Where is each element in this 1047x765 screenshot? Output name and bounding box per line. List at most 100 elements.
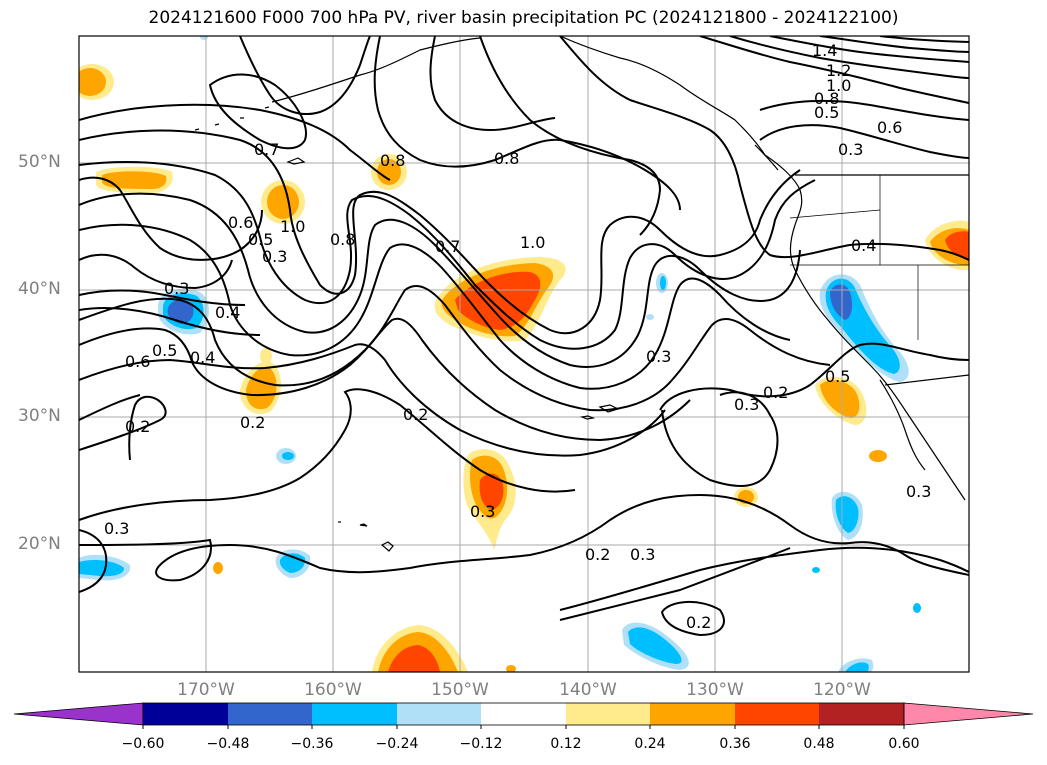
pv-contour-line (759, 99, 969, 121)
negative-anomaly-22n-east-inner (835, 496, 859, 533)
negative-anomaly-south-2-inner (845, 662, 869, 672)
pv-contour-line (79, 103, 391, 181)
pv-contour-line (79, 285, 831, 412)
contour-label: 0.2 (125, 417, 150, 436)
negative-anomaly-sw-inner (79, 560, 124, 577)
island-aleutian-1 (194, 106, 270, 131)
colorbar-segment (566, 703, 650, 725)
contour-label: 0.7 (435, 237, 460, 256)
colorbar-tick-label: 0.12 (550, 736, 582, 752)
negative-anomaly-dot-4 (812, 567, 820, 573)
pv-contour-line (208, 73, 307, 150)
lon-label-150w: 150°W (431, 680, 489, 700)
contour-label: 0.8 (494, 149, 519, 168)
coastline-gulf-alaska (559, 36, 766, 156)
lon-label-160w: 160°W (304, 680, 362, 700)
pv-contour-line (373, 36, 681, 211)
positive-anomaly-ne-corner-core (945, 231, 969, 259)
contour-label: 1.4 (812, 41, 837, 60)
contour-label: 0.2 (585, 545, 610, 564)
colorbar-segment (735, 703, 819, 725)
contour-label: 0.7 (254, 140, 279, 159)
contour-label: 0.3 (470, 502, 495, 521)
colorbar-segment (312, 703, 397, 725)
contour-label: 0.2 (240, 413, 265, 432)
contour-label: 0.6 (228, 213, 253, 232)
coastline-alaska (271, 37, 481, 103)
pv-contour-line (79, 129, 801, 335)
pv-contour-line (729, 36, 969, 79)
colorbar-tick-label: −0.24 (375, 736, 419, 752)
contour-label: 0.3 (734, 395, 759, 414)
pv-contour-line (79, 223, 791, 390)
island-hawaii-1 (380, 541, 394, 552)
pv-contour-line (769, 36, 969, 63)
pv-contours (79, 36, 969, 637)
positive-anomaly-155w-inner (377, 159, 401, 185)
colorbar (13, 702, 1034, 729)
colorbar-extend-low (13, 702, 144, 726)
pv-contour-line (79, 192, 801, 368)
map-border (78, 35, 970, 673)
positive-anomaly-dot-2 (869, 450, 887, 462)
colorbar-outline (142, 702, 905, 726)
negative-anomaly-dot-3 (913, 603, 921, 613)
contour-label: 0.3 (646, 347, 671, 366)
colorbar-segment (819, 703, 904, 725)
contour-label: 0.8 (814, 89, 839, 108)
lon-label-170w: 170°W (177, 680, 235, 700)
contour-label: 0.2 (403, 405, 428, 424)
negative-anomaly-ca-core (830, 284, 853, 320)
positive-anomaly-west-50n-inner (102, 171, 167, 190)
colorbar-tick-marks (142, 725, 905, 729)
pv-contour-line (79, 388, 576, 521)
contour-label: 1.2 (826, 61, 851, 80)
pv-contour-line (79, 317, 691, 442)
pv-contour-labels: 1.4 1.2 1.0 0.8 0.5 0.6 0.3 0.7 0.8 0.8 … (104, 41, 931, 632)
lat-label-30n: 30°N (18, 406, 61, 426)
island-hawaii-2 (359, 523, 368, 527)
border-state-4 (789, 209, 881, 219)
positive-anomaly-dot-4 (506, 665, 516, 672)
pv-contour-line (79, 343, 666, 457)
contour-label: 0.3 (104, 519, 129, 538)
pv-contour-line (79, 493, 969, 582)
pv-contour-line (79, 307, 261, 336)
positive-anomaly-165w-inner (267, 185, 299, 219)
negative-anomaly-dot-2-inner (660, 276, 666, 290)
contour-label: 1.0 (280, 217, 305, 236)
colorbar-tick-label: −0.48 (206, 736, 250, 752)
colorbar-tick-label: 0.60 (888, 736, 920, 752)
negative-anomaly-dot-6 (646, 314, 654, 320)
negative-anomaly-dot-1-inner (282, 452, 294, 460)
contour-label: 0.5 (152, 341, 177, 360)
positive-anomaly-32n-inner (246, 367, 277, 410)
colorbar-tick-label: 0.36 (719, 736, 751, 752)
colorbar-tick-label: −0.36 (290, 736, 334, 752)
pv-contour-line (559, 36, 969, 261)
pv-contour-line (819, 36, 969, 53)
negative-anomaly-38n-west-core (167, 299, 194, 324)
contour-label: 1.0 (826, 76, 851, 95)
pv-contour-line (79, 289, 246, 306)
contour-label: 0.4 (190, 348, 215, 367)
pv-contour-line (79, 176, 263, 261)
contour-label: 0.3 (906, 482, 931, 501)
contour-label: 0.2 (686, 613, 711, 632)
lat-label-20n: 20°N (18, 534, 61, 554)
contour-label: 0.3 (262, 247, 287, 266)
pv-contour-line (559, 546, 969, 611)
pv-contour-line (559, 547, 791, 621)
coastline-bc (764, 154, 966, 501)
contour-label: 0.5 (825, 367, 850, 386)
colorbar-segment (481, 703, 566, 725)
contour-label: 0.4 (851, 236, 876, 255)
contour-label: 0.2 (763, 383, 788, 402)
map-background (79, 36, 969, 672)
lat-label-50n: 50°N (18, 152, 61, 172)
pv-contour-line (429, 36, 556, 132)
pv-contour-line (661, 391, 779, 487)
contour-label: 0.3 (630, 545, 655, 564)
lon-label-140w: 140°W (559, 680, 617, 700)
